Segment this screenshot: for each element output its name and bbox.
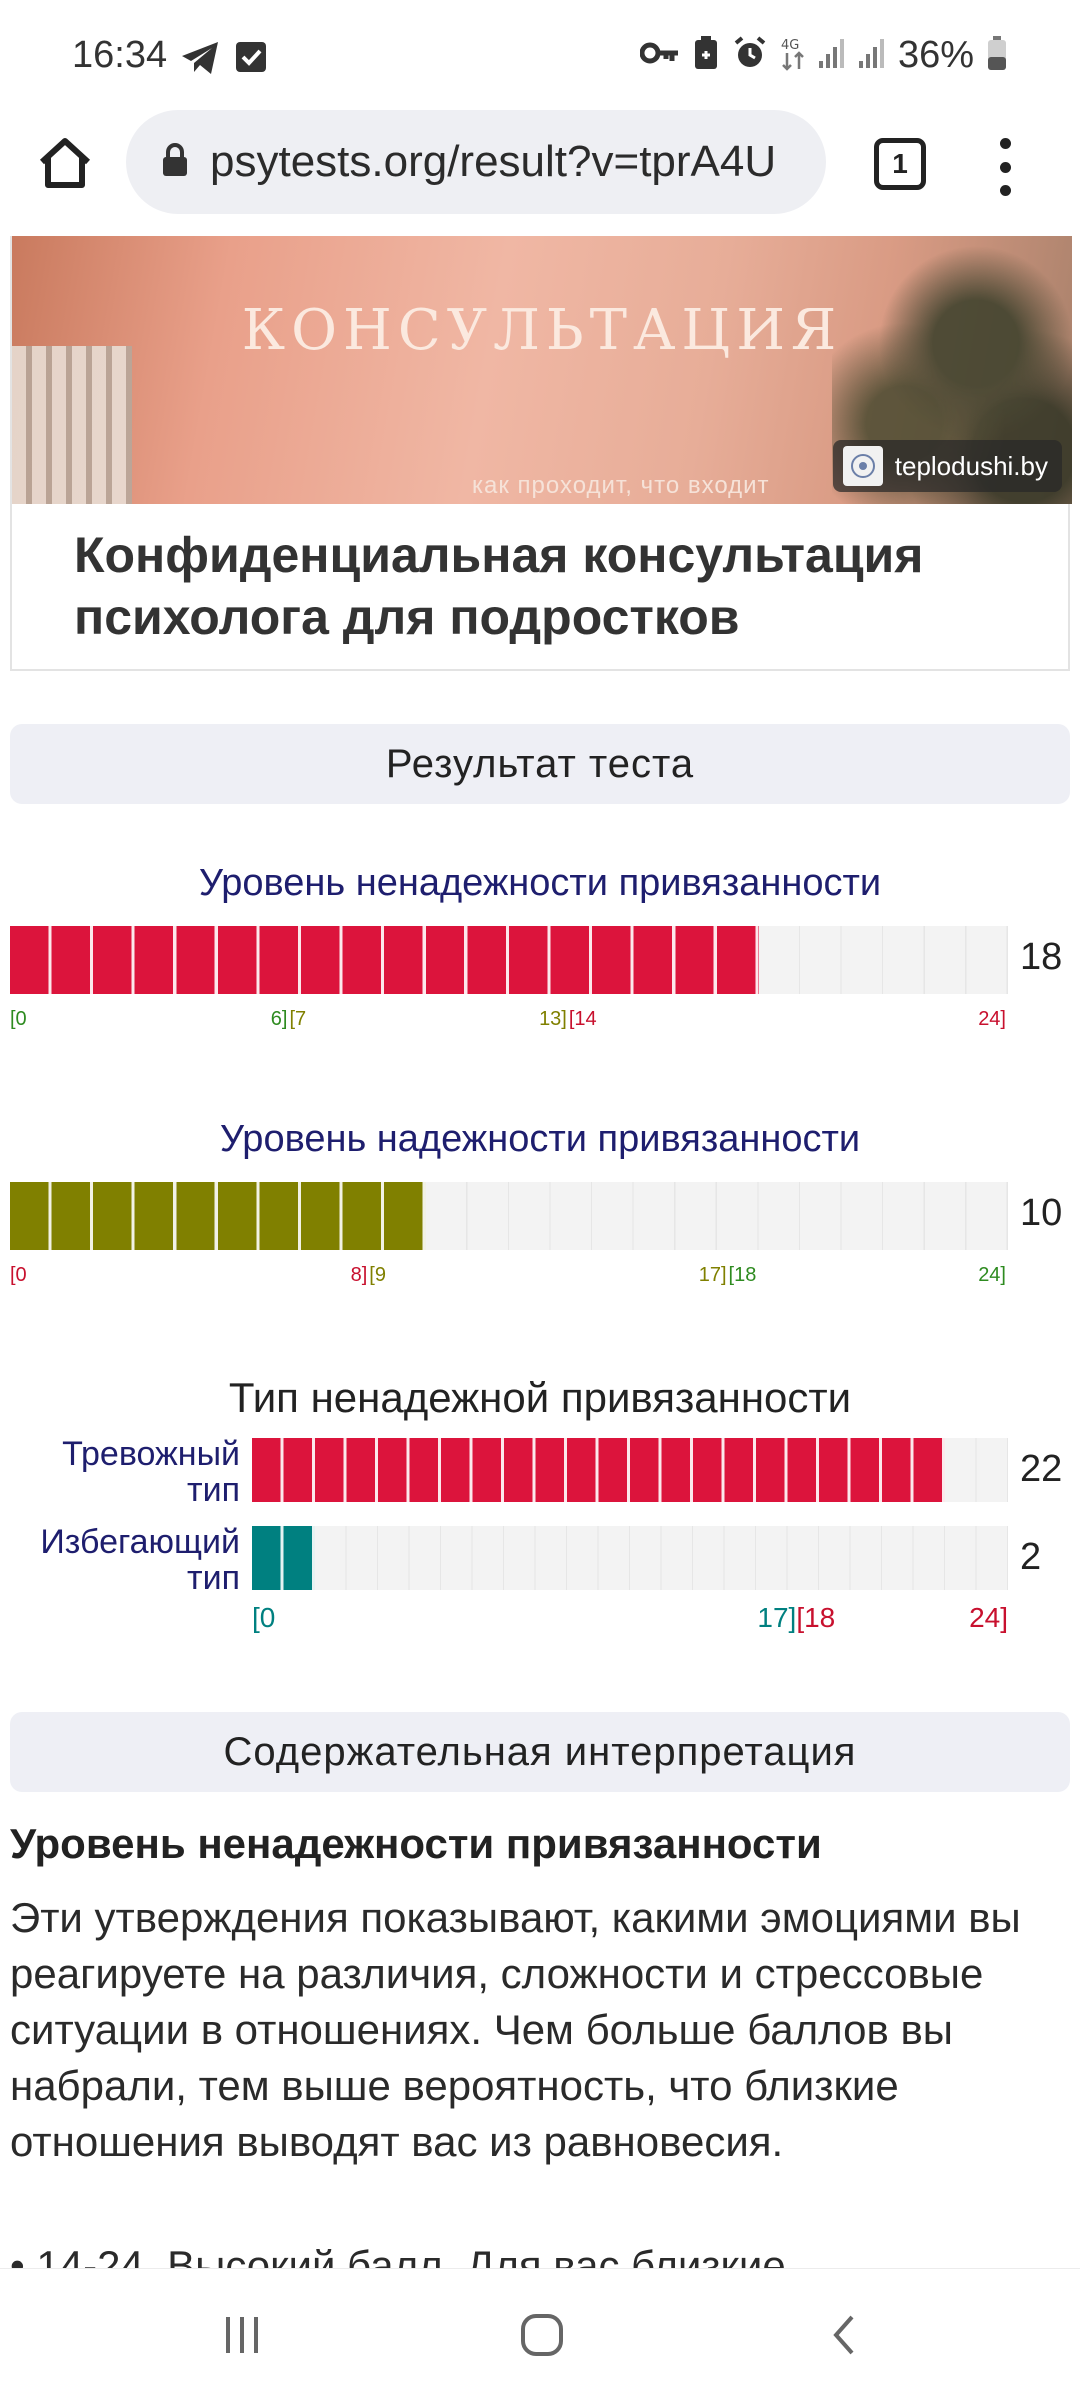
lock-icon	[162, 142, 188, 182]
type-bar-avoidant	[252, 1526, 1008, 1590]
system-nav-bar	[0, 2268, 1080, 2400]
interpretation-body: Эти утверждения показывают, какими эмоци…	[10, 1894, 1021, 2165]
scale-title: Уровень ненадежности привязанности	[198, 862, 882, 904]
url-bar[interactable]: psytests.org/result?v=tprA4U	[126, 110, 826, 214]
network-4g-icon: 4G	[780, 35, 806, 76]
more-menu-icon[interactable]	[990, 132, 1020, 202]
type-bar-fill	[252, 1438, 945, 1502]
alarm-icon	[732, 35, 768, 76]
scale-ticks: [0 8] [9 17] [18 24]	[10, 1264, 1008, 1294]
ad-source-text: teplodushi.by	[894, 450, 1048, 481]
type-label-avoidant: Избегающий тип	[40, 1523, 240, 1597]
tick-label: [9	[369, 1264, 386, 1286]
tick-label: [0	[10, 1264, 27, 1286]
scale-bar	[10, 926, 1008, 994]
tick-label: 17]	[698, 1264, 727, 1286]
status-bar: 16:34 4G 36%	[0, 0, 1080, 118]
result-section-header: Результат теста	[10, 724, 1070, 804]
back-icon	[833, 2315, 854, 2355]
scale-bar-fill	[10, 926, 759, 994]
tab-switcher-button[interactable]: 1	[874, 138, 926, 190]
tick-label: 24]	[969, 1602, 1008, 1633]
scale-bar	[10, 1182, 1008, 1250]
tick-label: [0	[10, 1008, 27, 1030]
recent-apps-button[interactable]	[212, 2309, 272, 2361]
scale-title: Уровень надежности привязанности	[219, 1118, 861, 1160]
scale-ticks: [0 6] [7 13] [14 24]	[10, 1008, 1008, 1038]
url-text: psytests.org/result?v=tprA4U	[210, 137, 777, 186]
home-icon	[39, 138, 91, 188]
tick-label: 8]	[350, 1264, 368, 1286]
tick-label: [18	[796, 1602, 836, 1633]
scale-score: 18	[1020, 936, 1063, 978]
home-nav-button[interactable]	[512, 2309, 572, 2361]
ad-headline[interactable]: Конфиденциальная консультация психолога …	[74, 527, 924, 645]
back-button[interactable]	[814, 2309, 874, 2361]
tick-label: 24]	[978, 1264, 1006, 1286]
ad-image-subtitle: как проходит, что входит	[472, 472, 770, 499]
source-logo-icon	[842, 446, 883, 486]
ad-image[interactable]: КОНСУЛЬТАЦИЯ как проходит, что входит te…	[12, 236, 1072, 504]
tick-label: [7	[289, 1008, 307, 1030]
tick-label: 13]	[539, 1008, 567, 1030]
type-ticks: [0 17] [18 24]	[252, 1602, 1008, 1638]
type-label-anxious: Тревожный тип	[62, 1435, 240, 1509]
status-time: 16:34	[72, 34, 168, 76]
scale-bar-fill	[10, 1182, 426, 1250]
scale-score: 10	[1020, 1192, 1063, 1234]
tick-label: [18	[728, 1264, 757, 1286]
type-score-anxious: 22	[1020, 1448, 1063, 1490]
checkbox-icon	[234, 40, 268, 81]
browser-toolbar: psytests.org/result?v=tprA4U 1	[0, 106, 1080, 232]
ad-card[interactable]: КОНСУЛЬТАЦИЯ как проходит, что входит te…	[10, 236, 1072, 671]
ad-source-badge[interactable]: teplodushi.by	[832, 440, 1062, 492]
battery-icon	[986, 35, 1008, 76]
home-button[interactable]	[30, 128, 100, 198]
ad-image-title: КОНСУЛЬТАЦИЯ	[241, 298, 843, 363]
interpretation-bullet: • 14-24. Высокий балл. Для вас близкие	[10, 2242, 786, 2270]
tick-label: [14	[568, 1008, 597, 1030]
battery-percent: 36%	[897, 34, 974, 76]
tick-label: 24]	[978, 1008, 1006, 1030]
type-bar-fill	[252, 1526, 315, 1590]
type-score-avoidant: 2	[1020, 1536, 1042, 1578]
home-nav-icon	[521, 2314, 563, 2356]
type-block-title: Тип ненадежной привязанности	[228, 1374, 852, 1421]
key-icon	[639, 38, 680, 73]
tick-label: [0	[252, 1602, 276, 1633]
signal-icon	[858, 37, 886, 74]
svg-text:4G: 4G	[781, 38, 799, 53]
tick-label: 17]	[757, 1602, 797, 1633]
signal-icon	[818, 37, 846, 74]
type-bar-anxious	[252, 1438, 1008, 1502]
tick-label: 6]	[270, 1008, 288, 1030]
interpretation-section-header: Содержательная интерпретация	[10, 1712, 1070, 1792]
telegram-icon	[180, 40, 220, 81]
recent-apps-icon	[226, 2317, 258, 2353]
interpretation-heading: Уровень ненадежности привязанности	[10, 1820, 822, 1867]
battery-saver-icon	[692, 35, 720, 76]
